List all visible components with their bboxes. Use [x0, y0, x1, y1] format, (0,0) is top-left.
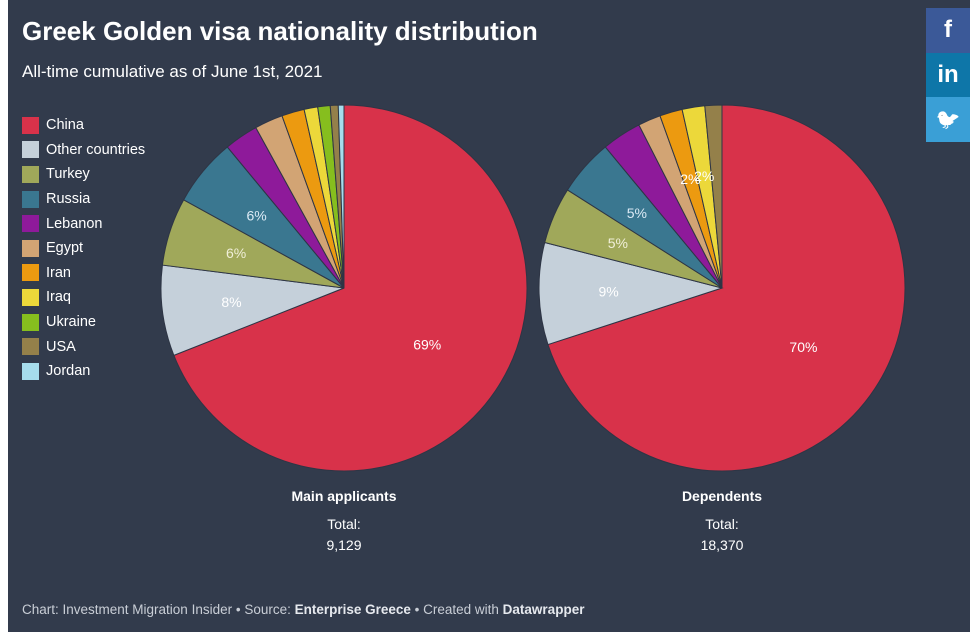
legend-swatch — [22, 116, 39, 134]
slice-label: 69% — [413, 337, 441, 353]
social-share-bar: f in 🐦 — [926, 8, 970, 142]
legend-swatch — [22, 264, 39, 282]
total-value: 9,129 — [326, 537, 362, 553]
pie-slice-jordan — [337, 104, 345, 289]
linkedin-icon: in — [937, 60, 959, 88]
slice-label: 5% — [608, 235, 628, 251]
legend-item: China — [22, 113, 145, 138]
pie-charts: 69% 8% 6% 6% 70% 9% 5% 5% 2%2% — [160, 104, 906, 472]
legend-swatch — [22, 165, 39, 183]
pie-slice-other-countries — [160, 264, 345, 357]
twitter-icon: 🐦 — [935, 108, 961, 131]
slice-label: 70% — [789, 339, 817, 355]
pie-slice-china — [173, 104, 528, 472]
legend-item: Russia — [22, 187, 145, 212]
legend: China Other countries Turkey Russia Lebanon E… — [22, 113, 145, 384]
slice-label: 8% — [221, 294, 241, 310]
legend-item: Egypt — [22, 236, 145, 261]
pie-title-dependents: Dependents — [681, 488, 763, 504]
total-value: 18,370 — [700, 537, 744, 553]
legend-swatch — [22, 239, 39, 257]
chart-card: Greek Golden visa nationality distributi… — [8, 0, 970, 632]
pie-title-main: Main applicants — [291, 488, 397, 504]
slice-label: 6% — [246, 208, 266, 224]
footer-tool: Datawrapper — [502, 602, 585, 617]
legend-label: Ukraine — [46, 314, 96, 331]
legend-swatch — [22, 141, 39, 159]
slice-label: 9% — [598, 284, 618, 300]
legend-label: Iraq — [46, 289, 71, 306]
pie-slice-usa — [704, 104, 723, 289]
slice-label: 2% — [680, 171, 700, 187]
legend-swatch — [22, 362, 39, 380]
legend-item: USA — [22, 334, 145, 359]
linkedin-share-button[interactable]: in — [926, 52, 970, 97]
chart-footer: Chart: Investment Migration Insider • So… — [22, 602, 584, 617]
legend-swatch — [22, 338, 39, 356]
footer-created: • Created with — [410, 602, 503, 617]
legend-swatch — [22, 288, 39, 306]
legend-swatch — [22, 190, 39, 208]
facebook-icon: f — [944, 16, 952, 44]
chart-subtitle: All-time cumulative as of June 1st, 2021 — [22, 62, 323, 81]
legend-item: Iran — [22, 261, 145, 286]
footer-credit: Chart: Investment Migration Insider • So… — [22, 602, 295, 617]
pie-total-main: Total: 9,129 — [244, 514, 444, 556]
legend-label: Other countries — [46, 141, 146, 158]
legend-label: Lebanon — [46, 215, 103, 232]
total-label: Total: — [327, 516, 361, 532]
legend-label: Jordan — [46, 363, 91, 380]
footer-source: Enterprise Greece — [294, 602, 411, 617]
pie-total-dependents: Total: 18,370 — [622, 514, 822, 556]
legend-item: Other countries — [22, 138, 145, 163]
legend-item: Iraq — [22, 285, 145, 310]
legend-item: Ukraine — [22, 310, 145, 335]
legend-label: China — [46, 117, 84, 134]
legend-label: Russia — [46, 191, 91, 208]
legend-item: Turkey — [22, 162, 145, 187]
legend-item: Lebanon — [22, 211, 145, 236]
legend-label: Turkey — [46, 166, 90, 183]
legend-swatch — [22, 215, 39, 233]
facebook-share-button[interactable]: f — [926, 8, 970, 53]
legend-item: Jordan — [22, 359, 145, 384]
legend-swatch — [22, 313, 39, 331]
slice-label: 2% — [694, 168, 714, 184]
chart-title: Greek Golden visa nationality distributi… — [22, 16, 538, 46]
slice-label: 6% — [226, 245, 246, 261]
legend-label: Egypt — [46, 240, 84, 257]
twitter-share-button[interactable]: 🐦 — [926, 97, 970, 142]
total-label: Total: — [705, 516, 739, 532]
pie-slice-other-countries — [538, 241, 724, 346]
legend-label: Iran — [46, 264, 71, 281]
legend-label: USA — [46, 338, 76, 355]
pie-slice-china — [547, 104, 906, 472]
slice-label: 5% — [627, 205, 647, 221]
